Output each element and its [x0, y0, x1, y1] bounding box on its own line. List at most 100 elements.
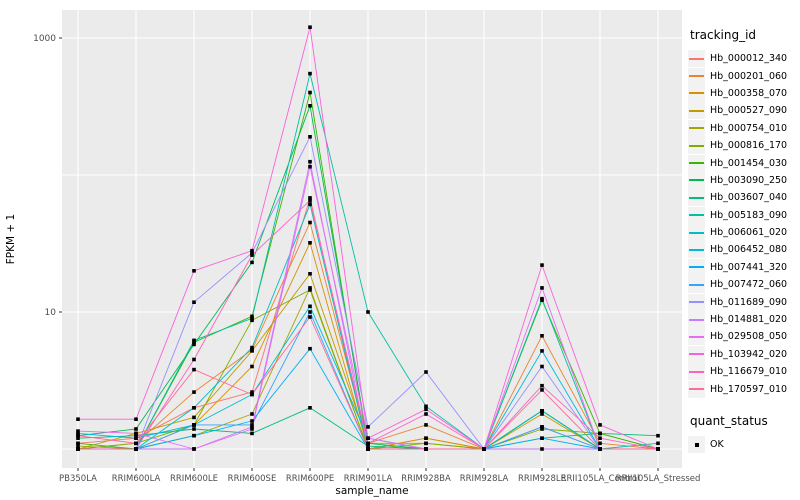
data-point: [308, 90, 312, 95]
point-square-icon: [694, 442, 699, 447]
data-point: [250, 349, 254, 353]
data-point: [134, 417, 138, 421]
data-point: [598, 441, 602, 446]
legend-item-label: Hb_006452_080: [710, 244, 788, 256]
data-point: [192, 447, 196, 451]
data-point: [250, 364, 254, 369]
data-point: [598, 447, 602, 451]
data-point: [76, 433, 80, 438]
legend-line-icon: [689, 109, 704, 112]
data-point: [192, 406, 196, 410]
x-tick-label: RRIM928BA: [401, 474, 451, 484]
legend-item-label: Hb_014881_020: [710, 314, 788, 326]
x-tick-label: RRIM600LE: [170, 474, 218, 484]
legend-item: Hb_000754_010: [688, 119, 800, 137]
data-point: [656, 433, 660, 438]
legend-line-icon: [689, 179, 704, 182]
legend-line-icon: [689, 370, 704, 373]
legend-key-swatch: [688, 311, 705, 329]
data-point: [424, 441, 428, 446]
data-point: [366, 444, 370, 448]
legend-item: Hb_029508_050: [688, 328, 800, 346]
data-point: [250, 314, 254, 319]
data-point: [134, 427, 138, 431]
x-tick-label: RRIM928LA: [460, 474, 509, 484]
legend-line-icon: [689, 248, 704, 251]
legend-item: Hb_003607_040: [688, 189, 800, 207]
data-point: [308, 272, 312, 276]
data-point: [656, 447, 660, 451]
data-point: [76, 444, 80, 448]
legend-item: Hb_014881_020: [688, 311, 800, 329]
data-point: [250, 253, 254, 257]
legend-line-icon: [689, 144, 704, 147]
legend-line-icon: [689, 214, 704, 217]
legend-item-label: Hb_000527_090: [710, 105, 788, 117]
legend-item-label: Hb_003090_250: [710, 174, 788, 186]
data-point: [366, 436, 370, 440]
legend-item-label: OK: [710, 439, 724, 450]
data-point: [192, 342, 196, 347]
data-point: [424, 407, 428, 412]
legend-item-label: Hb_005183_090: [710, 209, 788, 221]
data-point: [192, 338, 196, 343]
legend-line-icon: [689, 162, 704, 165]
legend-tracking-id-items: Hb_000012_340 Hb_000201_060 Hb_000358_070 H…: [688, 50, 800, 398]
data-point: [250, 392, 254, 397]
data-point: [308, 164, 312, 169]
y-axis-title: FPKM + 1: [5, 213, 17, 265]
legend-key-swatch: [688, 102, 705, 120]
legend-key-swatch: [688, 171, 705, 189]
data-point: [540, 349, 544, 353]
legend-key-swatch: [688, 119, 705, 137]
data-point: [308, 196, 312, 200]
legend-line-icon: [689, 266, 704, 269]
data-point: [250, 390, 254, 394]
data-point: [192, 423, 196, 427]
data-point: [250, 412, 254, 416]
data-point: [192, 427, 196, 431]
data-point: [308, 71, 312, 76]
x-tick-label: RRIM928LE: [518, 474, 566, 484]
legend-item-label: Hb_029508_050: [710, 331, 788, 343]
legend-key-swatch: [688, 84, 705, 102]
legend-item: Hb_007441_320: [688, 258, 800, 276]
data-point: [250, 345, 254, 350]
legend-line-icon: [689, 335, 704, 338]
data-point: [308, 159, 312, 164]
data-point: [134, 447, 138, 451]
legend-line-icon: [689, 196, 704, 199]
data-point: [540, 286, 544, 290]
legend-item-label: Hb_103942_020: [710, 348, 788, 360]
legend-key-swatch: [688, 206, 705, 224]
data-point: [192, 367, 196, 372]
legend-key-swatch: [688, 241, 705, 259]
legend-item-label: Hb_001454_030: [710, 157, 788, 169]
data-point: [366, 425, 370, 429]
legend-key-swatch: [688, 67, 705, 85]
data-point: [76, 441, 80, 446]
data-point: [540, 383, 544, 388]
legend-line-icon: [689, 92, 704, 95]
legend-item: Hb_011689_090: [688, 293, 800, 311]
data-point: [540, 425, 544, 429]
data-point: [250, 260, 254, 265]
data-point: [540, 427, 544, 431]
data-point: [308, 135, 312, 139]
data-point: [424, 447, 428, 451]
data-point: [192, 357, 196, 362]
data-point: [424, 412, 428, 416]
data-point: [598, 423, 602, 427]
legend-item-label: Hb_011689_090: [710, 296, 788, 308]
legend-item: Hb_005183_090: [688, 206, 800, 224]
data-point: [250, 318, 254, 323]
data-point: [134, 441, 138, 446]
data-point: [424, 370, 428, 374]
legend-panel: tracking_id Hb_000012_340 Hb_000201_060 Hb…: [688, 28, 800, 453]
x-tick-label: RRII105LA_Control: [561, 474, 640, 484]
data-point: [250, 425, 254, 429]
x-tick-label: RRII105LA_Stressed: [616, 474, 701, 484]
data-point: [134, 436, 138, 440]
legend-line-icon: [689, 75, 704, 78]
